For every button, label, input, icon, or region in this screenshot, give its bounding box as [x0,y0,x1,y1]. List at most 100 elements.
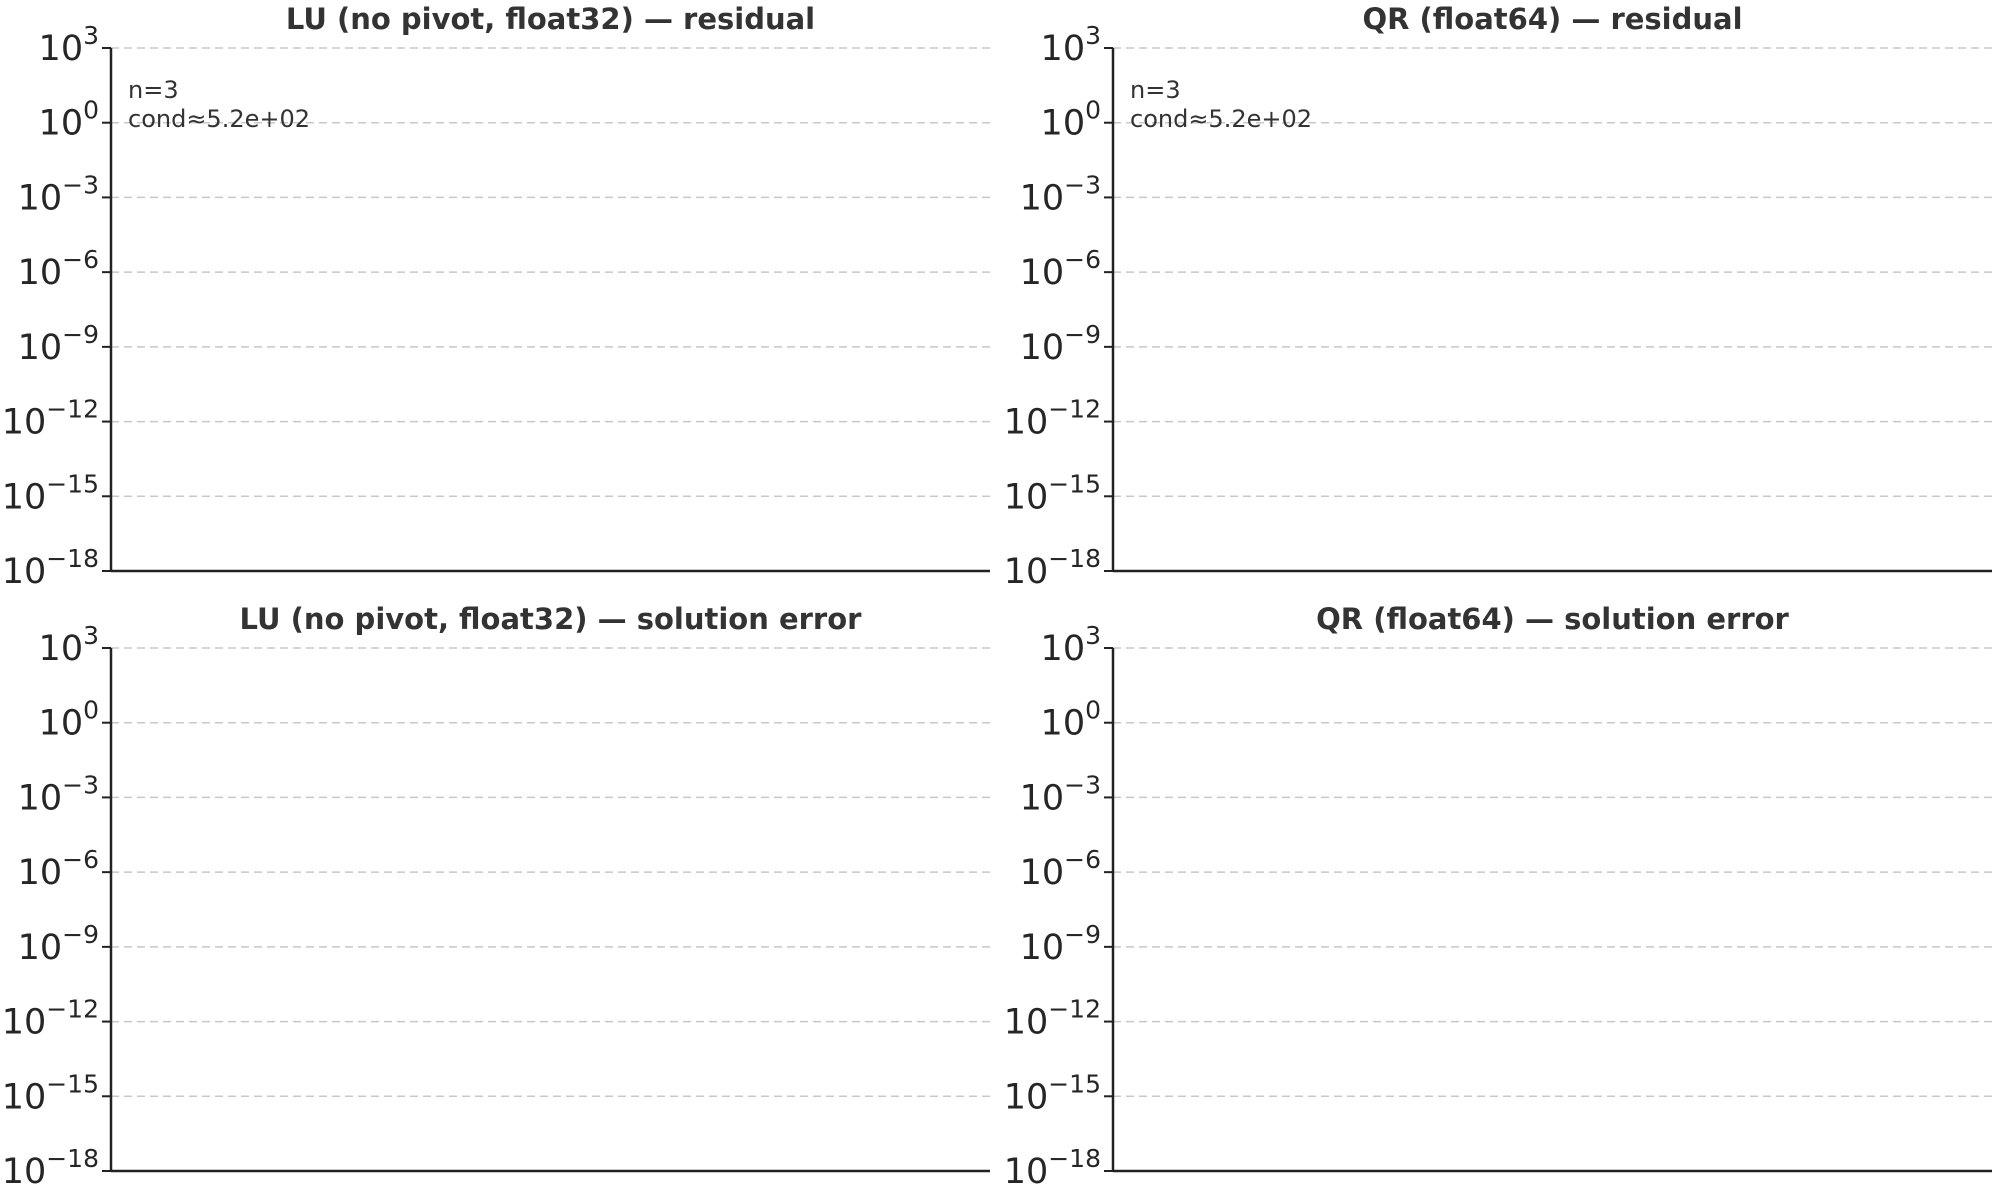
y-tick-label-base: 10 [1004,403,1049,443]
y-tick-label-base: 10 [1020,778,1065,818]
y-tick-label-exponent: 0 [83,696,99,725]
y-tick-label-base: 10 [1041,704,1086,744]
y-tick-label-base: 10 [39,629,84,669]
y-tick-label-base: 10 [1004,1152,1049,1192]
y-tick-label-exponent: −3 [1064,770,1101,799]
y-tick-label: 10−3 [18,170,99,218]
y-tick-label-base: 10 [1041,29,1086,69]
y-tick-label-base: 10 [39,29,84,69]
y-tick-label-base: 10 [1041,629,1086,669]
y-tick-label-base: 10 [1020,853,1065,893]
y-tick-label: 10−6 [1020,845,1101,893]
y-tick-label-exponent: −6 [1064,245,1101,274]
y-tick-label-base: 10 [18,253,63,293]
y-tick-label: 10−15 [2,469,99,517]
y-tick-label-exponent: −9 [1064,320,1101,349]
y-tick-label-base: 10 [1041,104,1086,144]
y-tick-label-base: 10 [39,104,84,144]
chart-title: LU (no pivot, float32) — residual [286,2,815,36]
y-tick-label-exponent: −15 [1048,469,1101,498]
annotation-text: cond≈5.2e+02 [1130,105,1312,133]
y-tick-label-base: 10 [2,552,47,592]
y-tick-label-exponent: −3 [62,170,99,199]
y-tick-label: 10−12 [2,395,99,443]
y-tick-label: 10−15 [1004,1069,1101,1117]
y-tick-label: 10−3 [1020,770,1101,818]
y-tick-label-base: 10 [1004,1077,1049,1117]
y-tick-label-exponent: −9 [62,920,99,949]
y-tick-label-exponent: 3 [83,21,99,50]
y-tick-label: 10−9 [1020,920,1101,968]
y-tick-label: 103 [1041,21,1101,69]
chart-title: QR (float64) — solution error [1316,602,1789,636]
y-tick-label: 10−9 [1020,320,1101,368]
y-tick-label: 103 [39,621,99,669]
y-tick-label-base: 10 [2,1077,47,1117]
y-tick-label-exponent: 3 [83,621,99,650]
annotation-text: n=3 [128,76,179,104]
y-tick-label: 103 [39,21,99,69]
y-tick-label-exponent: 3 [1085,621,1101,650]
y-tick-label-exponent: 0 [1085,696,1101,725]
chart-title: LU (no pivot, float32) — solution error [240,602,863,636]
y-tick-label: 10−12 [1004,395,1101,443]
y-tick-label: 10−18 [1004,1144,1101,1192]
y-tick-label-base: 10 [2,477,47,517]
y-tick-label-base: 10 [39,704,84,744]
y-tick-label: 10−6 [18,245,99,293]
y-tick-label-exponent: −6 [1064,845,1101,874]
y-tick-label-exponent: −12 [1048,995,1101,1024]
y-tick-label-base: 10 [18,328,63,368]
y-tick-label-exponent: 0 [1085,96,1101,125]
y-tick-label-base: 10 [1004,552,1049,592]
y-tick-label-exponent: −18 [46,544,99,573]
y-tick-label: 10−18 [2,544,99,592]
y-tick-label-exponent: −15 [46,1069,99,1098]
y-tick-label-exponent: −15 [46,469,99,498]
y-tick-label: 10−12 [1004,995,1101,1043]
chart-title: QR (float64) — residual [1362,2,1742,36]
y-tick-label-exponent: −3 [62,770,99,799]
y-tick-label-base: 10 [1004,1003,1049,1043]
y-tick-label: 10−3 [18,770,99,818]
y-tick-label: 10−18 [1004,544,1101,592]
y-tick-label-exponent: −18 [46,1144,99,1173]
y-tick-label-exponent: −18 [1048,1144,1101,1173]
y-tick-label-exponent: −6 [62,845,99,874]
y-tick-label: 10−12 [2,995,99,1043]
y-tick-label: 10−9 [18,320,99,368]
y-tick-label: 10−15 [2,1069,99,1117]
y-tick-label: 10−3 [1020,170,1101,218]
y-tick-label-exponent: −3 [1064,170,1101,199]
y-tick-label: 10−18 [2,1144,99,1192]
y-tick-label-exponent: 3 [1085,21,1101,50]
y-tick-label: 100 [39,696,99,744]
y-tick-label-base: 10 [18,778,63,818]
y-tick-label-exponent: −15 [1048,1069,1101,1098]
y-tick-label: 10−9 [18,920,99,968]
y-tick-label: 103 [1041,621,1101,669]
annotation-text: n=3 [1130,76,1181,104]
y-tick-label-base: 10 [18,178,63,218]
y-tick-label: 10−6 [18,845,99,893]
y-tick-label-base: 10 [1004,477,1049,517]
y-tick-label-base: 10 [2,403,47,443]
y-tick-label: 100 [1041,696,1101,744]
y-tick-label-base: 10 [1020,328,1065,368]
y-tick-label-exponent: −12 [1048,395,1101,424]
annotation-text: cond≈5.2e+02 [128,105,310,133]
y-tick-label-exponent: −9 [1064,920,1101,949]
y-tick-label-base: 10 [1020,253,1065,293]
y-tick-label-base: 10 [18,928,63,968]
y-tick-label-base: 10 [1020,928,1065,968]
y-tick-label: 10−6 [1020,245,1101,293]
y-tick-label-exponent: −12 [46,995,99,1024]
y-tick-label: 100 [39,96,99,144]
y-tick-label-base: 10 [1020,178,1065,218]
y-tick-label-base: 10 [2,1152,47,1192]
